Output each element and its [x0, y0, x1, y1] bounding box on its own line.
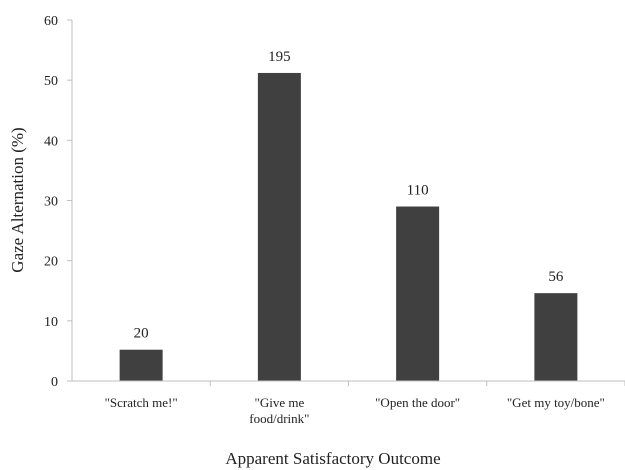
bar	[396, 206, 440, 381]
data-label: 110	[407, 183, 429, 199]
bar	[257, 72, 301, 382]
y-tick-label: 0	[51, 375, 58, 390]
data-label: 20	[134, 326, 149, 342]
y-tick-label: 40	[44, 134, 58, 149]
bar	[119, 349, 163, 381]
x-axis-title: Apparent Satisfactory Outcome	[225, 449, 440, 468]
y-axis-title: Gaze Alternation (%)	[8, 127, 27, 272]
bars	[119, 72, 578, 382]
x-tick-label: "Get my toy/bone"	[507, 395, 605, 410]
y-tick-label: 60	[44, 14, 58, 29]
data-label: 195	[268, 49, 291, 65]
bar	[534, 293, 578, 381]
y-tick-label: 30	[44, 195, 58, 210]
x-tick-label: "Open the door"	[375, 395, 460, 410]
y-tick-label: 10	[44, 315, 58, 330]
x-tick-label: "Give me	[255, 395, 305, 410]
y-tick-label: 20	[44, 255, 58, 270]
data-labels: 20 195 110 56	[134, 49, 564, 342]
y-axis: 0 10 20 30 40 50 60	[44, 14, 73, 390]
x-tick-label: "Scratch me!"	[105, 395, 178, 410]
x-tick-label: food/drink"	[249, 411, 309, 426]
y-tick-label: 50	[44, 74, 58, 89]
data-label: 56	[548, 269, 564, 285]
